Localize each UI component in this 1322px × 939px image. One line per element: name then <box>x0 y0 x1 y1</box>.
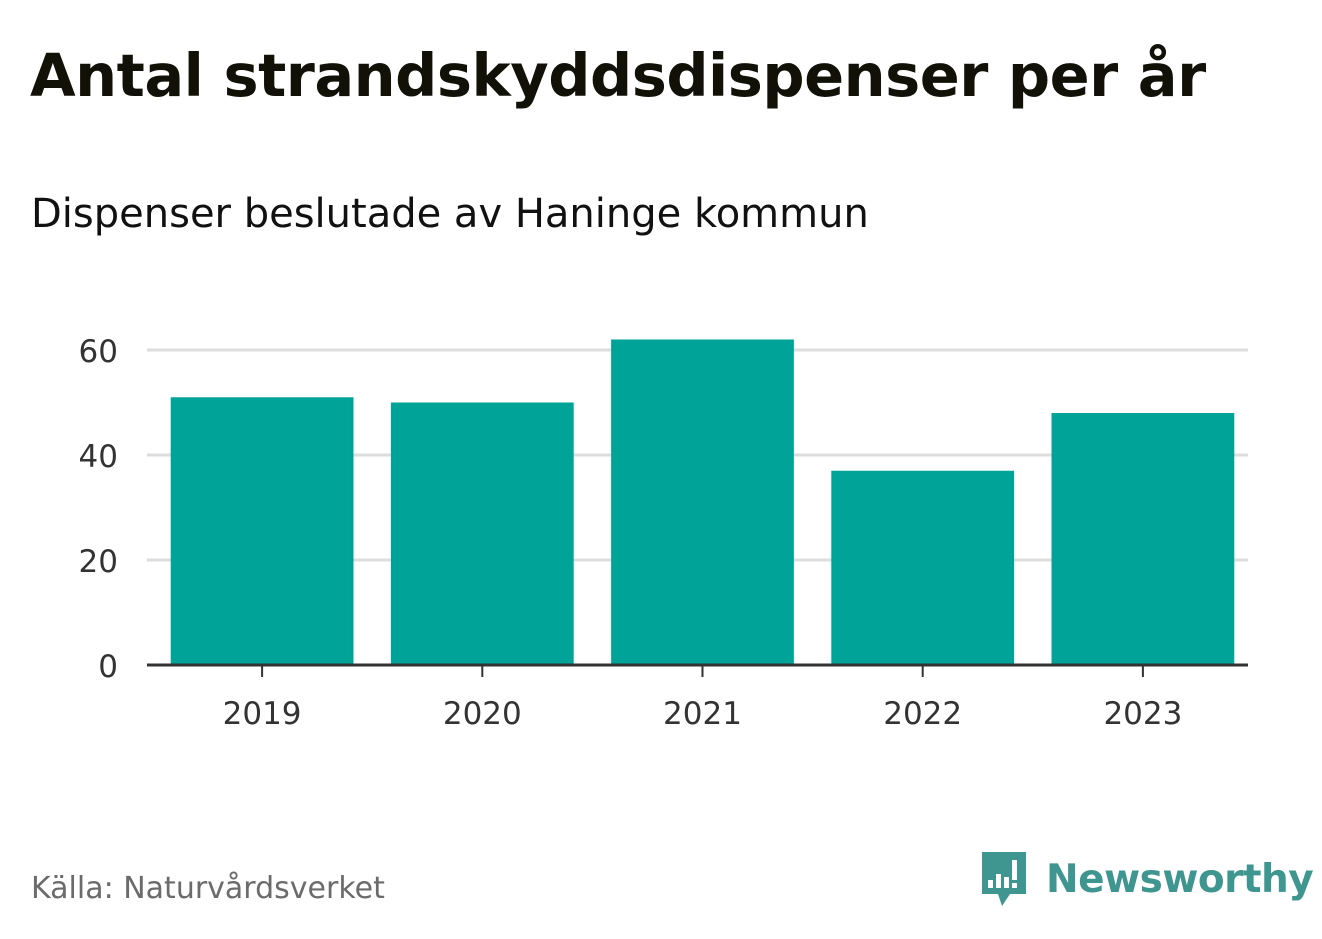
bar <box>831 470 1015 665</box>
x-tick-label: 2019 <box>223 696 302 732</box>
brand-name: Newsworthy <box>1046 857 1314 902</box>
y-tick-label: 0 <box>98 649 118 685</box>
bar <box>611 339 794 665</box>
y-tick-label: 40 <box>79 439 118 475</box>
newsworthy-brand: Newsworthy <box>980 850 1314 910</box>
x-tick-label: 2021 <box>663 696 742 732</box>
chart-title: Antal strandskyddsdispenser per år <box>30 41 1206 110</box>
axes: 0 20 40 60 2019 2020 2021 2022 2023 <box>79 334 1248 732</box>
x-tick-label: 2020 <box>443 696 522 732</box>
y-tick-label: 60 <box>79 334 118 370</box>
y-tick-label: 20 <box>79 544 118 580</box>
x-tick-label: 2022 <box>883 696 962 732</box>
newsworthy-logo-icon <box>982 852 1026 906</box>
x-tick-label: 2023 <box>1103 696 1182 732</box>
bars <box>170 339 1235 665</box>
bar <box>170 397 354 665</box>
source-note: Källa: Naturvårdsverket <box>31 871 385 906</box>
bar <box>1051 413 1235 665</box>
bar <box>390 402 574 665</box>
chart-subtitle: Dispenser beslutade av Haninge kommun <box>31 191 869 237</box>
